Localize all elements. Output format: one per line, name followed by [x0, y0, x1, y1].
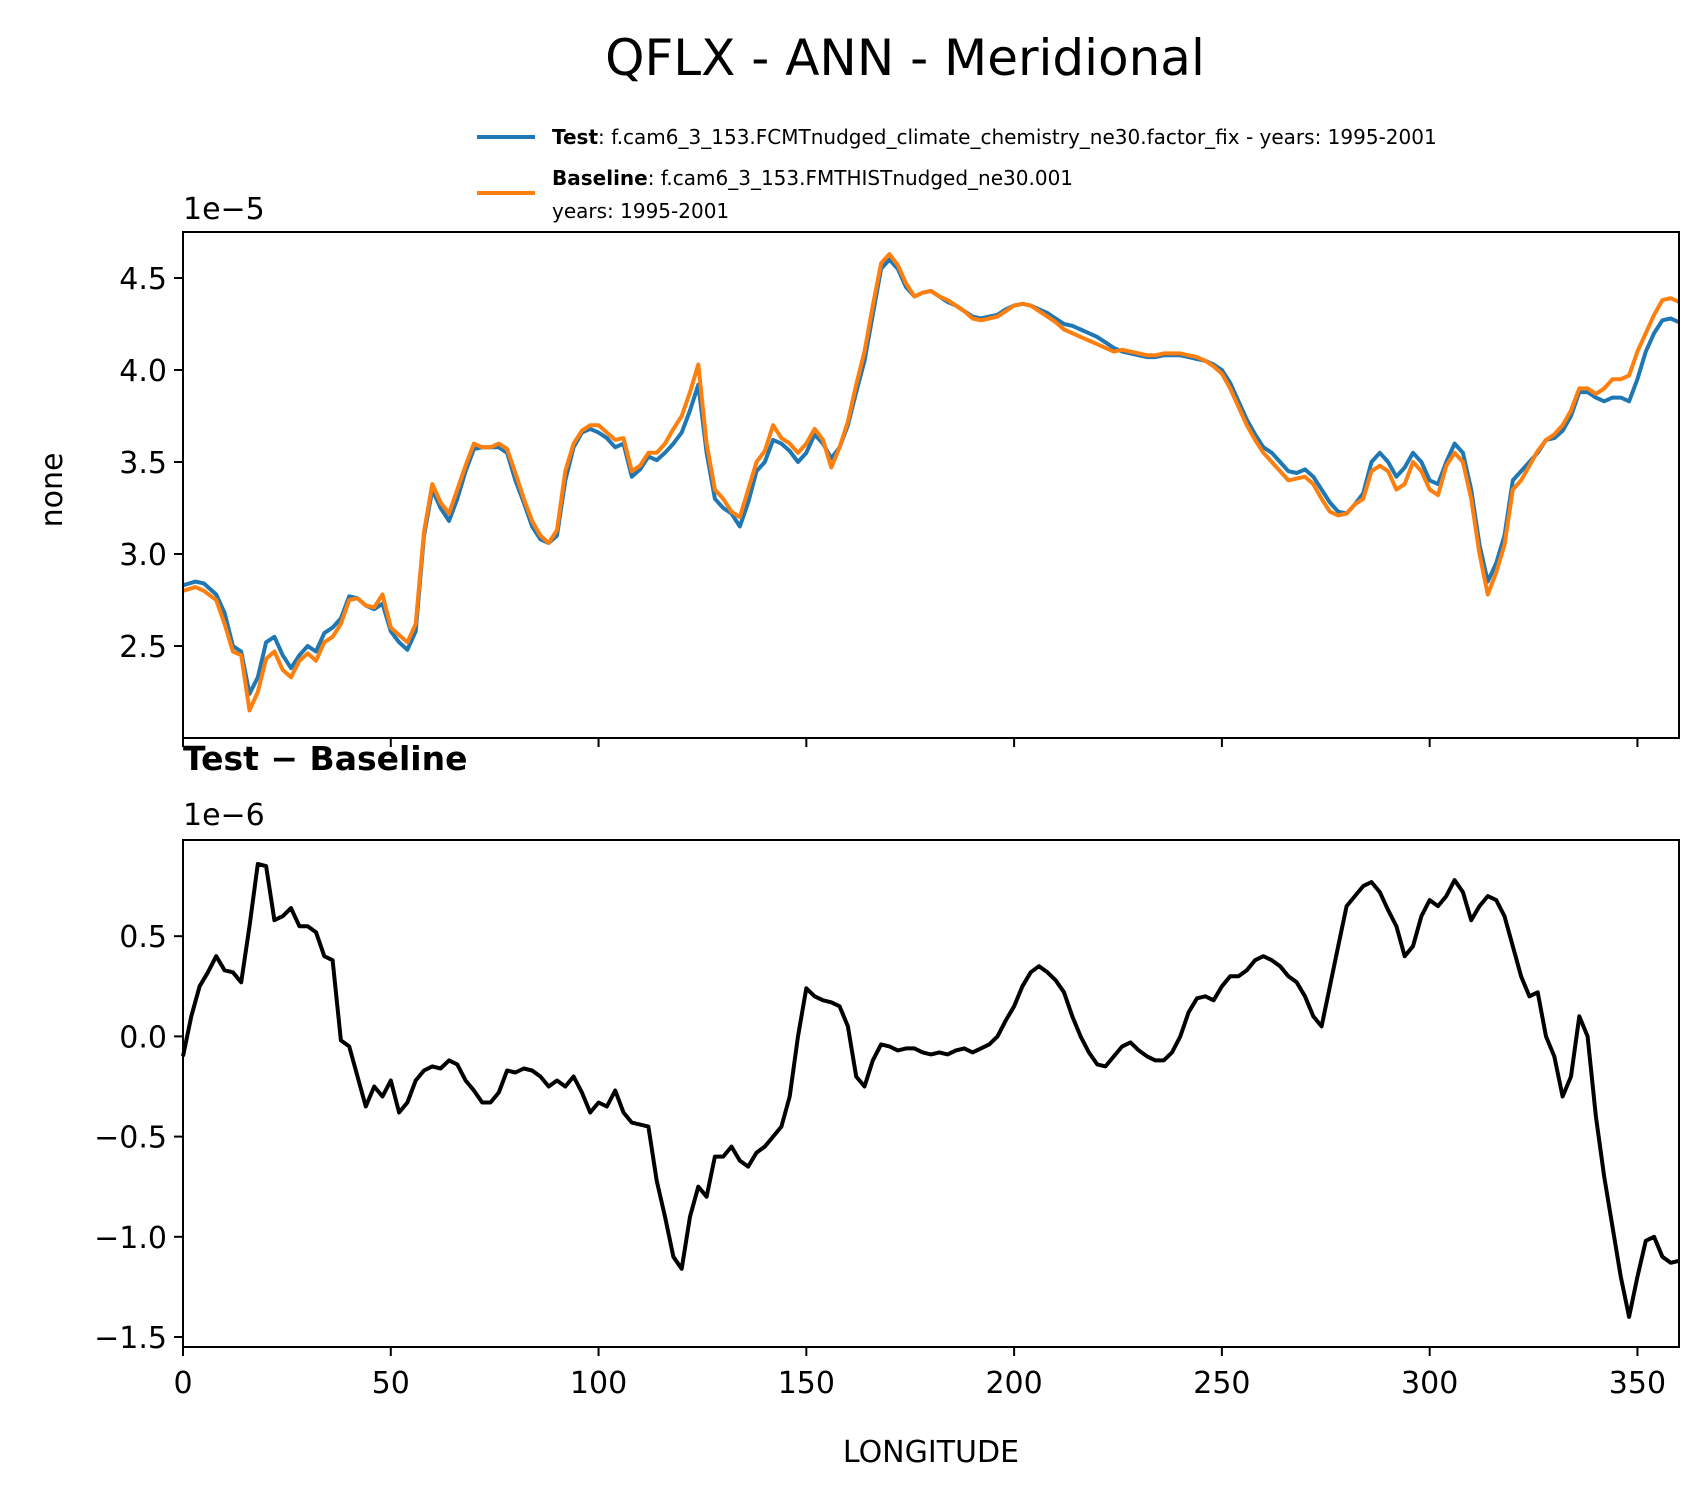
bottom-series-test-baseline-line	[181, 862, 1680, 1319]
bottom-y-tick-label-0: −1.5	[94, 1321, 167, 1356]
x-tick-label-3: 150	[778, 1366, 835, 1401]
x-tick-label-2: 100	[570, 1366, 627, 1401]
bottom-y-tick-label-2: −0.5	[94, 1121, 167, 1156]
bottom-x-ticks: 0 50 100 150 200 250 300 350	[173, 1347, 1666, 1401]
legend-test-name: Test	[552, 125, 598, 149]
x-tick-label-4: 200	[985, 1366, 1042, 1401]
top-exponent-label: 1e−5	[183, 192, 265, 227]
top-y-tick-label-1: 3.0	[119, 538, 167, 573]
bottom-series-lines	[181, 862, 1680, 1319]
chart-title: QFLX - ANN - Meridional	[605, 29, 1205, 87]
top-series-test-line	[182, 257, 1680, 696]
x-tick-label-0: 0	[173, 1366, 192, 1401]
bottom-panel: Test − Baseline 1e−6 −1.5−1.0−0.50.00.5 …	[94, 739, 1680, 1470]
top-y-tick-label-0: 2.5	[119, 630, 167, 665]
bottom-y-tick-label-4: 0.5	[119, 920, 167, 955]
x-tick-label-6: 300	[1401, 1366, 1458, 1401]
bottom-y-tick-label-3: 0.0	[119, 1020, 167, 1055]
bottom-y-tick-label-1: −1.0	[94, 1221, 167, 1256]
top-series-baseline-line	[182, 252, 1680, 713]
top-y-axis-label: none	[35, 453, 70, 528]
legend-baseline-label: Baseline: f.cam6_3_153.FMTHISTnudged_ne3…	[552, 166, 1073, 190]
bottom-panel-title: Test − Baseline	[183, 739, 468, 778]
legend-test-label: Test: f.cam6_3_153.FCMTnudged_climate_ch…	[552, 125, 1437, 149]
legend-baseline-text2: years: 1995-2001	[552, 199, 729, 223]
top-plot-frame	[182, 231, 1680, 739]
legend-baseline-name: Baseline	[552, 166, 648, 190]
top-x-ticks	[182, 738, 1639, 747]
top-panel: 1e−5 none 2.5 3.0 3.5 4.0 4.5	[35, 192, 1680, 747]
x-tick-label-7: 350	[1609, 1366, 1666, 1401]
top-y-tick-label-3: 4.0	[119, 354, 167, 389]
top-series-lines	[182, 252, 1680, 713]
bottom-plot-frame	[182, 839, 1680, 1348]
bottom-y-ticks: −1.5 −1.0 −0.5 0.0 0.5	[94, 920, 183, 1356]
top-y-tick-label-2: 3.5	[119, 446, 167, 481]
x-tick-label-5: 250	[1193, 1366, 1250, 1401]
top-y-ticks: 2.5 3.0 3.5 4.0 4.5	[119, 262, 183, 665]
x-tick-label-1: 50	[372, 1366, 410, 1401]
bottom-exponent-label: 1e−6	[183, 798, 265, 833]
top-y-tick-label-4: 4.5	[119, 262, 167, 297]
legend-baseline-text: : f.cam6_3_153.FMTHISTnudged_ne30.001	[648, 166, 1073, 190]
legend-test-text: : f.cam6_3_153.FCMTnudged_climate_chemis…	[598, 125, 1437, 149]
legend: Test: f.cam6_3_153.FCMTnudged_climate_ch…	[477, 125, 1437, 223]
x-axis-label: LONGITUDE	[843, 1435, 1019, 1470]
